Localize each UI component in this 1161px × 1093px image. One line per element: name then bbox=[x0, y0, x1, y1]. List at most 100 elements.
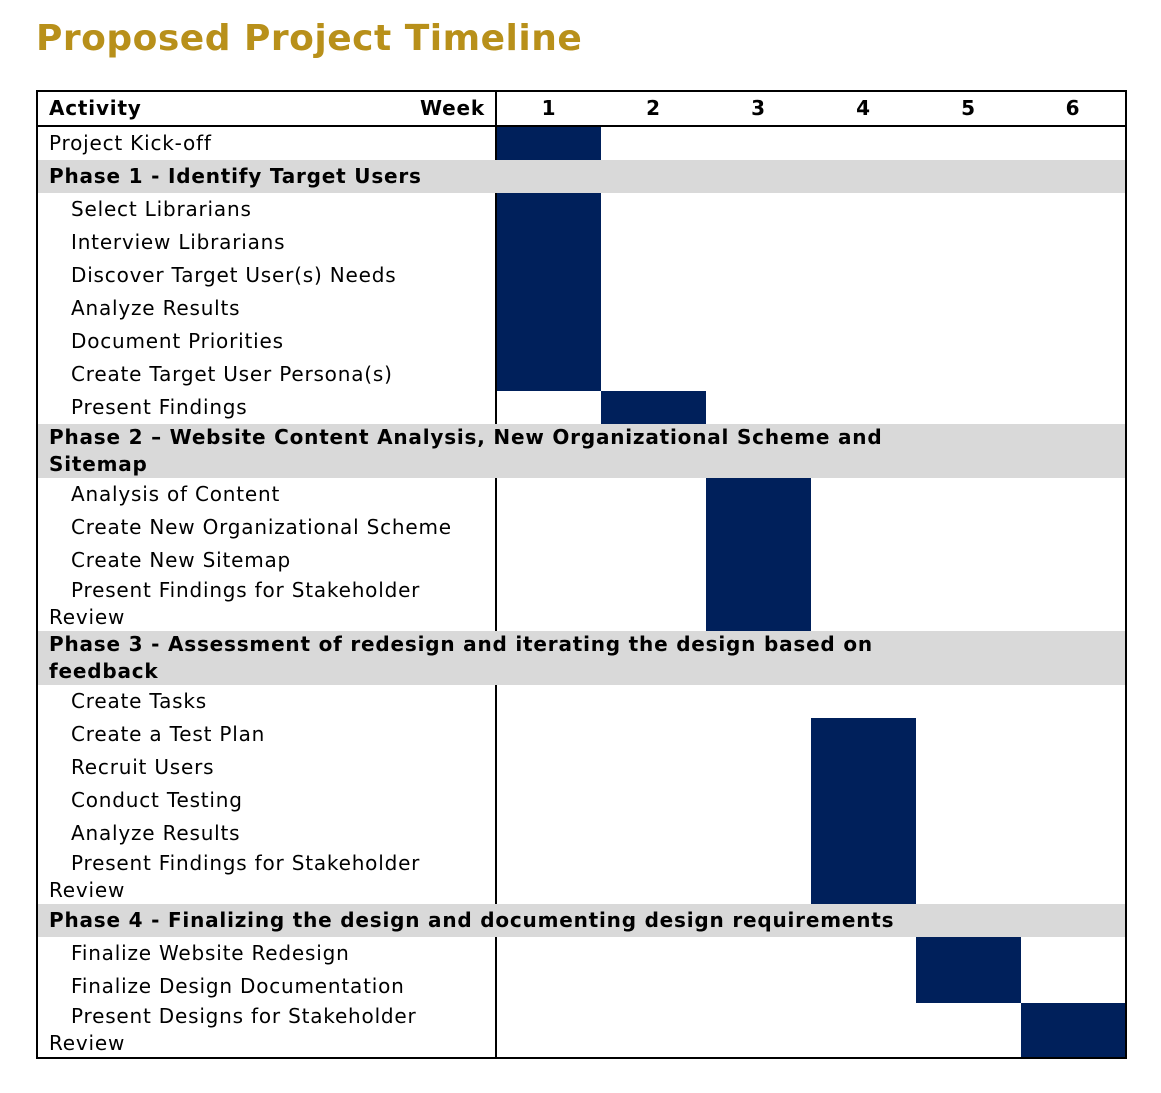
task-row: Present Findings bbox=[37, 391, 1126, 424]
week-cell bbox=[706, 358, 811, 391]
task-label: Create New Organizational Scheme bbox=[37, 511, 497, 544]
task-label: Analysis of Content bbox=[37, 478, 497, 511]
task-label: Present Designs for Stakeholder Review bbox=[37, 1003, 497, 1058]
task-label: Project Kick-off bbox=[37, 126, 497, 160]
week-bar bbox=[496, 259, 601, 292]
task-label: Create a Test Plan bbox=[37, 718, 497, 751]
task-label: Finalize Website Redesign bbox=[37, 937, 497, 970]
phase-row: Phase 3 - Assessment of redesign and ite… bbox=[37, 631, 1126, 685]
week-bar bbox=[706, 577, 811, 631]
task-row: Create New Sitemap bbox=[37, 544, 1126, 577]
week-cell bbox=[1021, 259, 1126, 292]
week-bar bbox=[496, 226, 601, 259]
header-week: Week bbox=[420, 96, 485, 120]
task-row: Present Findings for Stakeholder Review bbox=[37, 577, 1126, 631]
week-cell bbox=[811, 358, 916, 391]
week-cell bbox=[601, 292, 706, 325]
task-row: Document Priorities bbox=[37, 325, 1126, 358]
task-row: Interview Librarians bbox=[37, 226, 1126, 259]
task-row: Create Tasks bbox=[37, 685, 1126, 718]
phase-label: Phase 3 - Assessment of redesign and ite… bbox=[37, 631, 1126, 685]
week-cell bbox=[916, 511, 1021, 544]
week-bar bbox=[811, 718, 916, 751]
week-cell bbox=[1021, 685, 1126, 718]
week-cell bbox=[601, 226, 706, 259]
phase-label: Phase 4 - Finalizing the design and docu… bbox=[37, 904, 1126, 937]
week-cell bbox=[706, 937, 811, 970]
week-cell bbox=[496, 784, 601, 817]
task-label: Select Librarians bbox=[37, 193, 497, 226]
week-cell bbox=[601, 751, 706, 784]
week-cell bbox=[1021, 226, 1126, 259]
week-cell bbox=[1021, 751, 1126, 784]
week-cell bbox=[706, 850, 811, 904]
week-cell bbox=[811, 511, 916, 544]
week-cell bbox=[811, 325, 916, 358]
week-cell bbox=[496, 1003, 601, 1058]
week-cell bbox=[706, 325, 811, 358]
task-row: Create Target User Persona(s) bbox=[37, 358, 1126, 391]
week-cell bbox=[496, 718, 601, 751]
week-cell bbox=[1021, 193, 1126, 226]
task-row: Present Designs for Stakeholder Review bbox=[37, 1003, 1126, 1058]
week-cell bbox=[916, 718, 1021, 751]
week-bar bbox=[706, 511, 811, 544]
task-label: Recruit Users bbox=[37, 751, 497, 784]
week-cell bbox=[1021, 292, 1126, 325]
week-cell bbox=[811, 478, 916, 511]
week-cell bbox=[916, 784, 1021, 817]
week-cell bbox=[601, 126, 706, 160]
week-cell bbox=[1021, 544, 1126, 577]
week-bar bbox=[1021, 1003, 1126, 1058]
week-cell bbox=[916, 544, 1021, 577]
week-cell bbox=[1021, 817, 1126, 850]
week-cell bbox=[811, 292, 916, 325]
week-cell bbox=[706, 970, 811, 1003]
week-cell bbox=[601, 478, 706, 511]
week-bar bbox=[496, 126, 601, 160]
week-cell bbox=[1021, 325, 1126, 358]
week-cell bbox=[811, 193, 916, 226]
week-cell bbox=[916, 751, 1021, 784]
week-cell bbox=[601, 784, 706, 817]
week-cell bbox=[706, 259, 811, 292]
task-label: Document Priorities bbox=[37, 325, 497, 358]
week-cell bbox=[811, 544, 916, 577]
week-cell bbox=[916, 685, 1021, 718]
week-header: 3 bbox=[706, 91, 811, 127]
task-row: Create New Organizational Scheme bbox=[37, 511, 1126, 544]
week-header: 5 bbox=[916, 91, 1021, 127]
week-cell bbox=[496, 478, 601, 511]
week-cell bbox=[496, 577, 601, 631]
week-header: 1 bbox=[496, 91, 601, 127]
week-cell bbox=[496, 970, 601, 1003]
week-cell bbox=[916, 226, 1021, 259]
task-row: Project Kick-off bbox=[37, 126, 1126, 160]
week-cell bbox=[496, 850, 601, 904]
week-cell bbox=[811, 259, 916, 292]
week-cell bbox=[706, 685, 811, 718]
week-cell bbox=[1021, 970, 1126, 1003]
week-cell bbox=[811, 577, 916, 631]
week-bar bbox=[811, 784, 916, 817]
week-cell bbox=[601, 358, 706, 391]
week-cell bbox=[811, 685, 916, 718]
task-label: Analyze Results bbox=[37, 292, 497, 325]
week-cell bbox=[916, 193, 1021, 226]
week-bar bbox=[916, 937, 1021, 970]
week-cell bbox=[601, 325, 706, 358]
week-header: 2 bbox=[601, 91, 706, 127]
task-row: Analyze Results bbox=[37, 292, 1126, 325]
week-cell bbox=[706, 226, 811, 259]
phase-label: Phase 1 - Identify Target Users bbox=[37, 160, 1126, 193]
week-bar bbox=[811, 817, 916, 850]
week-cell bbox=[1021, 511, 1126, 544]
task-label: Analyze Results bbox=[37, 817, 497, 850]
week-cell bbox=[601, 259, 706, 292]
task-label: Present Findings bbox=[37, 391, 497, 424]
week-cell bbox=[601, 511, 706, 544]
week-bar bbox=[811, 751, 916, 784]
task-row: Discover Target User(s) Needs bbox=[37, 259, 1126, 292]
week-cell bbox=[706, 751, 811, 784]
